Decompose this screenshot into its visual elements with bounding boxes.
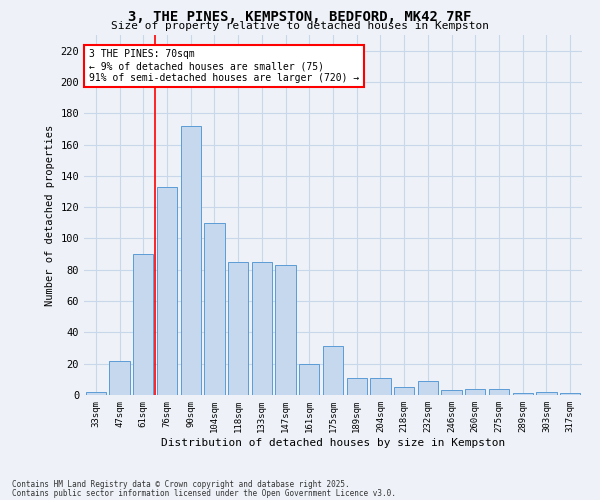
Bar [394,387,414,395]
Bar [86,392,106,395]
Bar [157,187,177,395]
Bar [442,390,461,395]
Bar [512,394,533,395]
Bar [299,364,319,395]
Bar [347,378,367,395]
X-axis label: Distribution of detached houses by size in Kempston: Distribution of detached houses by size … [161,438,505,448]
Bar [418,381,438,395]
Y-axis label: Number of detached properties: Number of detached properties [45,124,55,306]
Bar [228,262,248,395]
Bar [560,394,580,395]
Text: Contains public sector information licensed under the Open Government Licence v3: Contains public sector information licen… [12,488,396,498]
Bar [489,388,509,395]
Bar [275,265,296,395]
Bar [181,126,201,395]
Bar [252,262,272,395]
Bar [109,360,130,395]
Text: 3, THE PINES, KEMPSTON, BEDFORD, MK42 7RF: 3, THE PINES, KEMPSTON, BEDFORD, MK42 7R… [128,10,472,24]
Bar [465,388,485,395]
Text: Contains HM Land Registry data © Crown copyright and database right 2025.: Contains HM Land Registry data © Crown c… [12,480,350,489]
Text: Size of property relative to detached houses in Kempston: Size of property relative to detached ho… [111,21,489,31]
Bar [323,346,343,395]
Text: 3 THE PINES: 70sqm
← 9% of detached houses are smaller (75)
91% of semi-detached: 3 THE PINES: 70sqm ← 9% of detached hous… [89,50,359,82]
Bar [205,223,224,395]
Bar [370,378,391,395]
Bar [133,254,154,395]
Bar [536,392,557,395]
